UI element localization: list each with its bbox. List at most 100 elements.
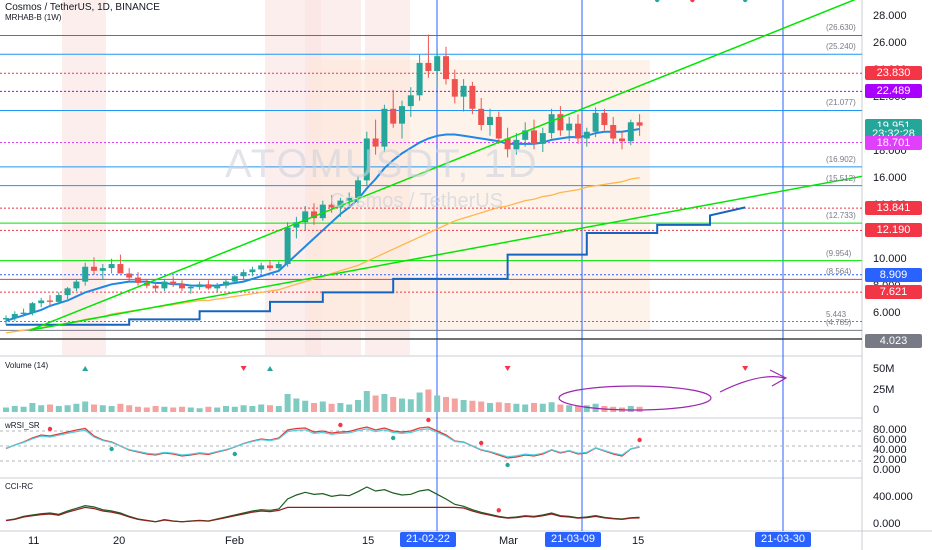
volume-bar (451, 398, 458, 412)
candle-body (29, 303, 36, 313)
pane-tick: 20.000 (873, 454, 907, 466)
candle-body (539, 133, 546, 144)
cci-title[interactable]: CCI-RC (5, 482, 33, 491)
volume-bar (108, 406, 115, 412)
volume-up-marker (267, 366, 273, 371)
volume-down-marker (240, 366, 247, 371)
candle-body (434, 56, 441, 71)
candle-body (610, 125, 617, 139)
candle-body (548, 114, 555, 134)
rsi-signal-line (5, 428, 640, 458)
time-tick[interactable]: Feb (225, 535, 244, 547)
volume-bar (179, 406, 185, 412)
wrsi-pane (0, 0, 862, 468)
candle-body (91, 266, 97, 271)
volume-bar (117, 403, 124, 412)
pane-tick: 0.000 (873, 518, 901, 530)
volume-bar (575, 406, 581, 412)
candle-body (355, 180, 361, 198)
volume-bar (355, 400, 361, 412)
price-tick[interactable]: 16.000 (873, 172, 907, 184)
candle-body (487, 116, 493, 125)
level-label: (8.564) (826, 267, 852, 277)
time-tick[interactable]: 11 (28, 535, 40, 547)
candle-body (443, 56, 449, 80)
time-tick[interactable]: 20 (113, 535, 126, 547)
volume-bar (443, 397, 449, 412)
volume-bar (495, 402, 502, 412)
candle-body (311, 211, 317, 219)
price-tick[interactable]: 10.000 (873, 253, 907, 265)
volume-title[interactable]: Volume (14) (5, 361, 49, 370)
volume-bar (319, 401, 326, 412)
price-tick[interactable]: 26.000 (873, 37, 907, 49)
price-label: 12.190 (865, 223, 922, 238)
rsi-buy-dot (505, 462, 510, 468)
rsi-sell-dot (637, 437, 642, 443)
rsi-buy-dot (109, 446, 114, 452)
candle-body (478, 108, 485, 125)
candle-body (390, 108, 397, 124)
candle-body (214, 285, 221, 289)
candle-body (11, 314, 18, 319)
symbol-watermark: ATOMUSDT, 1D (225, 142, 539, 186)
candles[interactable] (3, 34, 643, 325)
rsi-sell-dot (426, 417, 431, 423)
candle-body (55, 295, 62, 302)
candle-body (135, 277, 141, 283)
rsi-sell-dot (690, 0, 695, 3)
time-marker-badge[interactable]: 21-03-09 (545, 532, 602, 547)
candle-body (179, 284, 185, 289)
candle-body (205, 284, 212, 289)
time-marker-badge[interactable]: 21-03-30 (755, 532, 812, 547)
cci-line (5, 486, 640, 523)
volume-bar (135, 406, 141, 412)
candle-body (495, 116, 502, 139)
time-tick[interactable]: 15 (632, 535, 645, 547)
volume-bar (275, 406, 282, 412)
time-tick[interactable]: Mar (499, 535, 518, 547)
candle-body (460, 85, 467, 97)
volume-bar (363, 391, 370, 412)
volume-bar (231, 406, 238, 412)
time-tick[interactable]: 15 (362, 535, 375, 547)
candle-body (64, 288, 71, 296)
volume-down-marker (742, 366, 749, 371)
candle-body (381, 108, 388, 147)
time-marker-badge[interactable]: 21-02-22 (400, 532, 457, 547)
candle-body (82, 266, 89, 282)
wrsi-title[interactable]: wRSI_SR (5, 421, 40, 430)
indicator-title[interactable]: MRHAB-B (1W) (5, 13, 62, 22)
highlight-band (62, 0, 106, 355)
volume-bar (583, 405, 590, 412)
price-label: 23.830 (865, 66, 922, 81)
pane-tick: 40.000 (873, 444, 907, 456)
price-tick[interactable]: 6.000 (873, 307, 901, 319)
user-drawings[interactable] (558, 369, 788, 411)
candle-body (346, 197, 353, 201)
symbol-title[interactable]: Cosmos / TetherUS, 1D, BINANCE (5, 2, 160, 13)
pane-tick: 60.000 (873, 434, 907, 446)
projection-arrow (719, 369, 788, 393)
trendlines[interactable] (29, 0, 863, 331)
volume-bar (29, 403, 36, 412)
volume-bar (55, 406, 62, 412)
level-label: (16.902) (826, 154, 856, 164)
pane-tick: 80.000 (873, 424, 907, 436)
volume-bar (240, 405, 247, 412)
price-tick[interactable]: 28.000 (873, 10, 907, 22)
candle-body (223, 281, 229, 286)
candle-body (302, 211, 309, 223)
volume-bar (143, 407, 150, 412)
cci-dot (496, 508, 501, 513)
pane-tick: 25M (873, 384, 895, 396)
price-label: 4.023 (865, 333, 922, 348)
price-label: 7.621 (865, 285, 922, 300)
volume-bar (284, 394, 291, 412)
candle-body (187, 287, 194, 289)
volume-bar (627, 406, 634, 412)
volume-bar (126, 405, 133, 412)
volume-bar (513, 403, 520, 412)
volume-bar (328, 403, 335, 412)
